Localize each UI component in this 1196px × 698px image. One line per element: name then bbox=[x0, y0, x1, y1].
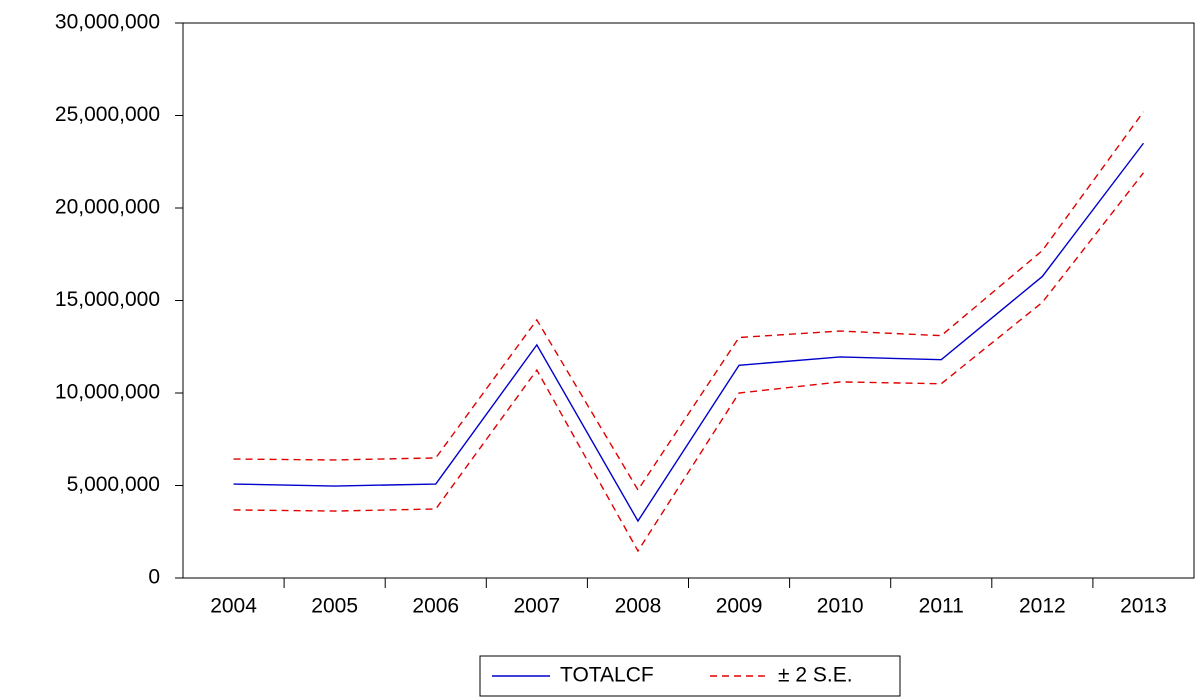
y-tick-label: 5,000,000 bbox=[67, 473, 160, 496]
legend-label: ± 2 S.E. bbox=[778, 664, 853, 687]
x-tick-label: 2005 bbox=[311, 595, 358, 618]
y-tick-label: 0 bbox=[148, 566, 160, 589]
plot-frame bbox=[182, 22, 1195, 579]
x-tick-label: 2013 bbox=[1120, 595, 1167, 618]
legend-label: TOTALCF bbox=[560, 664, 654, 687]
x-tick-label: 2004 bbox=[210, 595, 257, 618]
x-tick-label: 2010 bbox=[817, 595, 864, 618]
x-tick-label: 2007 bbox=[513, 595, 560, 618]
x-tick-label: 2011 bbox=[919, 595, 964, 618]
y-tick-label: 25,000,000 bbox=[55, 103, 160, 126]
x-tick-label: 2006 bbox=[412, 595, 459, 618]
y-tick-label: 30,000,000 bbox=[55, 11, 160, 34]
x-tick-label: 2008 bbox=[615, 595, 662, 618]
series-line bbox=[233, 111, 1145, 492]
x-tick-label: 2012 bbox=[1019, 595, 1066, 618]
x-tick-label: 2009 bbox=[716, 595, 763, 618]
y-tick-label: 15,000,000 bbox=[55, 288, 160, 311]
series-line bbox=[233, 142, 1145, 523]
y-tick-label: 10,000,000 bbox=[55, 381, 160, 404]
series-line bbox=[233, 172, 1145, 553]
y-tick-label: 20,000,000 bbox=[55, 196, 160, 219]
